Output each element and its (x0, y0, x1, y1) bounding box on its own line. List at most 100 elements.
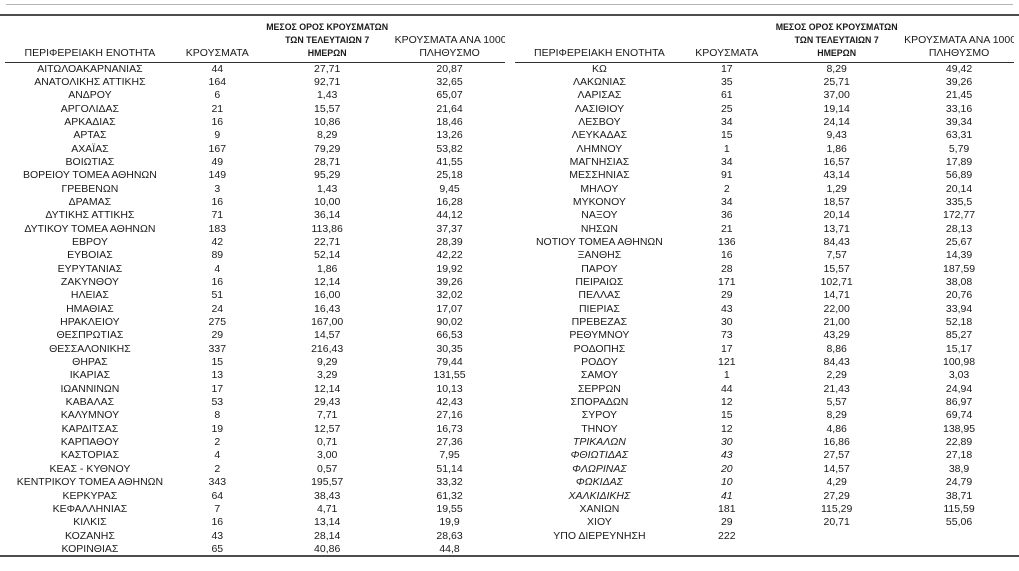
avg7-cell: 16,57 (823, 155, 850, 168)
region-cell: ΚΟΡΙΝΘΙΑΣ (61, 542, 119, 555)
avg7-cell: 15,57 (314, 102, 341, 115)
region-cell: ΥΠΟ ΔΙΕΡΕΥΝΗΣΗ (553, 529, 646, 542)
table-row: ΚΙΛΚΙΣ 16 13,14 19,9 (5, 516, 505, 529)
avg7-cell: 4,29 (826, 476, 847, 489)
column-header-avg7-line3: ΗΜΕΡΩΝ (817, 47, 857, 58)
region-cell: ΧΑΝΙΩΝ (579, 502, 620, 515)
region-cell: ΧΙΟΥ (587, 516, 612, 529)
region-cell: ΛΑΣΙΘΙΟΥ (574, 102, 625, 115)
cases-cell: 16 (211, 276, 224, 288)
table-row: ΗΛΕΙΑΣ 51 16,00 32,02 (5, 289, 505, 302)
avg7-cell: 13,14 (314, 516, 341, 529)
avg7-cell: 7,71 (316, 409, 338, 422)
table-row: ΑΝΔΡΟΥ 6 1,43 65,07 (5, 89, 505, 102)
cases-cell: 64 (211, 489, 224, 502)
per100k-cell: 15,17 (945, 342, 973, 355)
avg7-cell: 216,43 (311, 342, 344, 355)
cases-cell: 21 (720, 222, 733, 235)
column-header-per100k-line2: ΠΛΗΘΥΣΜΟ (419, 46, 480, 59)
table-body-left: ΑΙΤΩΛΟΑΚΑΡΝΑΝΙΑΣ 44 27,71 20,87 ΑΝΑΤΟΛΙΚΗΣ Α… (5, 62, 505, 556)
table-row: ΡΟΔΟΥ 121 84,43 100,98 (515, 356, 1015, 369)
per100k-cell: 27,16 (436, 409, 463, 422)
cases-cell: 16 (211, 516, 224, 529)
table-row: ΠΑΡΟΥ 28 15,57 187,59 (515, 263, 1015, 276)
cases-cell: 3 (214, 182, 221, 195)
column-header-avg7-line2: ΤΩΝ ΤΕΛΕΥΤΑΙΩΝ 7 (285, 34, 370, 45)
table-row: ΣΠΟΡΑΔΩΝ 12 5,57 86,97 (515, 396, 1015, 409)
region-cell: ΝΑΞΟΥ (581, 209, 618, 222)
region-cell: ΗΡΑΚΛΕΙΟΥ (60, 316, 120, 329)
region-cell: ΘΕΣΠΡΩΤΙΑΣ (56, 329, 124, 342)
table-row: ΡΕΘΥΜΝΟΥ 73 43,29 85,27 (515, 329, 1015, 342)
cases-cell: 10 (720, 476, 733, 489)
per100k-cell: 21,45 (945, 89, 973, 102)
table-row: ΚΑΣΤΟΡΙΑΣ 4 3,00 7,95 (5, 449, 505, 462)
region-cell: ΛΑΡΙΣΑΣ (577, 89, 622, 102)
per100k-cell: 38,71 (945, 489, 973, 502)
cases-cell: 30 (720, 316, 733, 329)
table-row: ΚΟΖΑΝΗΣ 43 28,14 28,63 (5, 530, 505, 543)
region-cell: ΘΕΣΣΑΛΟΝΙΚΗΣ (49, 342, 131, 355)
avg7-cell: 167,00 (311, 316, 344, 329)
table-row: ΞΑΝΘΗΣ 16 7,57 14,39 (515, 249, 1015, 262)
cases-cell: 43 (720, 302, 733, 315)
region-cell: ΔΡΑΜΑΣ (68, 195, 112, 208)
region-cell: ΗΜΑΘΙΑΣ (66, 302, 114, 315)
avg7-cell: 27,71 (314, 62, 341, 75)
avg7-cell: 21,00 (823, 316, 850, 329)
cases-cell: 30 (720, 436, 733, 449)
avg7-cell: 95,29 (314, 169, 341, 182)
region-cell: ΣΑΜΟΥ (580, 369, 618, 382)
region-cell: ΤΗΝΟΥ (581, 422, 618, 435)
region-cell: ΚΕΦΑΛΛΗΝΙΑΣ (52, 502, 128, 515)
region-cell: ΛΗΜΝΟΥ (576, 142, 623, 155)
cases-cell: 29 (720, 516, 733, 529)
region-cell: ΣΕΡΡΩΝ (577, 382, 621, 395)
avg7-cell: 37,00 (823, 89, 850, 102)
avg7-cell: 113,86 (311, 222, 343, 235)
region-cell: ΙΩΑΝΝΙΝΩΝ (60, 382, 120, 395)
per100k-cell: 17,89 (945, 155, 973, 168)
region-cell: ΛΑΚΩΝΙΑΣ (572, 75, 626, 88)
table-row: ΚΕΝΤΡΙΚΟΥ ΤΟΜΕΑ ΑΘΗΝΩΝ 343 195,57 33,32 (5, 476, 505, 489)
cases-cell: 51 (211, 289, 224, 302)
cases-cell: 41 (720, 489, 733, 502)
column-header-cases-label: ΚΡΟΥΣΜΑΤΑ (695, 46, 759, 59)
avg7-cell: 92,71 (314, 75, 341, 88)
avg7-cell: 22,00 (823, 302, 850, 315)
region-cell: ΑΡΤΑΣ (73, 129, 107, 142)
per100k-cell: 187,59 (942, 262, 976, 275)
cases-cell: 149 (208, 169, 227, 182)
per100k-cell: 39,26 (945, 75, 973, 88)
per100k-cell: 53,82 (436, 142, 463, 155)
table-row: ΔΥΤΙΚΗΣ ΑΤΤΙΚΗΣ 71 36,14 44,12 (5, 209, 505, 222)
region-cell: ΚΩ (591, 62, 607, 75)
per100k-cell: 18,46 (436, 115, 463, 128)
cases-cell: 73 (720, 329, 733, 342)
table-row: ΘΗΡΑΣ 15 9,29 79,44 (5, 356, 505, 369)
per100k-cell: 16,28 (436, 195, 463, 208)
per100k-cell: 42,43 (436, 396, 463, 409)
region-cell: ΑΝΔΡΟΥ (68, 89, 112, 102)
avg7-cell: 4,86 (826, 422, 847, 435)
cases-cell: 36 (720, 209, 733, 222)
column-header-avg7-line3: ΗΜΕΡΩΝ (307, 47, 347, 58)
avg7-cell: 18,57 (823, 195, 850, 208)
cases-cell: 12 (720, 422, 733, 435)
table-row: ΧΑΛΚΙΔΙΚΗΣ 41 27,29 38,71 (515, 490, 1015, 503)
table-header: ΠΕΡΙΦΕΡΕΙΑΚΗ ΕΝΟΤΗΤΑ ΚΡΟΥΣΜΑΤΑ ΜΕΣΟΣ ΟΡΟ… (5, 16, 505, 63)
table-row: ΑΡΤΑΣ 9 8,29 13,26 (5, 129, 505, 142)
table-row: ΓΡΕΒΕΝΩΝ 3 1,43 9,45 (5, 183, 505, 196)
table-row: ΧΑΝΙΩΝ 181 115,29 115,59 (515, 503, 1015, 516)
cases-cell: 13 (211, 369, 224, 382)
per100k-cell: 19,9 (439, 516, 460, 529)
avg7-cell: 12,57 (314, 422, 341, 435)
column-header-per100k-line2: ΠΛΗΘΥΣΜΟ (928, 46, 990, 59)
cases-cell: 20 (720, 462, 733, 475)
per100k-cell: 79,44 (436, 356, 463, 369)
region-cell: ΒΟΡΕΙΟΥ ΤΟΜΕΑ ΑΘΗΝΩΝ (22, 169, 157, 182)
per100k-cell: 22,89 (945, 436, 973, 449)
cases-cell: 71 (211, 209, 224, 222)
cases-cell: 16 (211, 115, 224, 128)
cases-cell: 17 (720, 342, 733, 355)
